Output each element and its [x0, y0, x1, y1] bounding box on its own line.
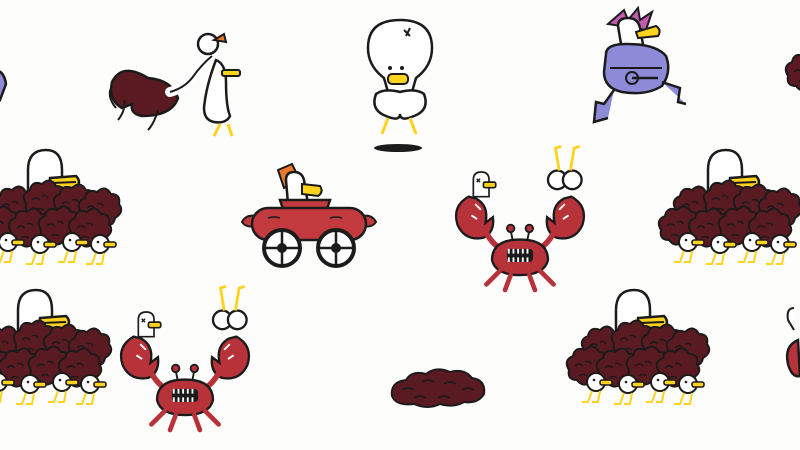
hotdog-car-icon: [240, 162, 378, 268]
goose-ostrich-icon: [108, 32, 241, 137]
ostrich-cluster-icon-2: [650, 150, 800, 275]
ostrich-cluster-icon-4: [558, 290, 718, 415]
edge-figure-right: [784, 51, 800, 92]
crab-goose-icon: [440, 150, 600, 290]
feather-pile-icon: [390, 368, 486, 408]
punk-goose-icon: [592, 5, 687, 124]
balloon-goose-icon: [366, 18, 434, 152]
crab-goose-icon-2: [105, 290, 265, 430]
ostrich-cluster-icon: [0, 150, 130, 275]
edge-figure-left: [0, 70, 8, 102]
edge-crab-right: [785, 307, 800, 378]
ostrich-cluster-icon-3: [0, 290, 120, 415]
